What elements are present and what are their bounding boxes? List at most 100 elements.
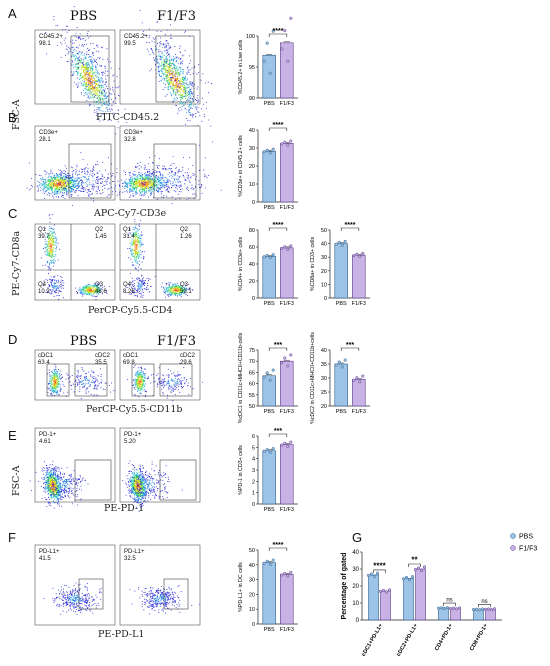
dot-G-1-0-1 bbox=[404, 575, 409, 580]
dot-D2-1-1 bbox=[355, 376, 359, 380]
flow-plot-d-2 bbox=[119, 349, 204, 402]
dot-E-1-1 bbox=[283, 441, 287, 445]
dot-G-1-0-0 bbox=[401, 577, 406, 581]
ytick-G-0: 0 bbox=[356, 618, 360, 624]
ytick-F-40: 40 bbox=[249, 563, 255, 569]
dot-G-1-1-1 bbox=[416, 566, 421, 570]
xlabel-f: PE-PD-L1 bbox=[98, 629, 145, 640]
ytick-D1-70: 70 bbox=[249, 359, 255, 365]
dot-C2-0-2 bbox=[340, 243, 344, 247]
sig-G-2: ns bbox=[446, 598, 452, 604]
dot-F-0-2 bbox=[268, 562, 272, 566]
xlabel-a: FITC-CD45.2 bbox=[96, 112, 160, 123]
ytick-D1-75: 75 bbox=[249, 348, 255, 354]
dot-G-2-1-1 bbox=[451, 606, 456, 610]
xlabel-b: APC-Cy7-CD3e bbox=[94, 208, 167, 219]
dot-A-0-3 bbox=[271, 29, 275, 33]
dot-G-1-1-2 bbox=[419, 568, 424, 573]
dot-D1-1-0 bbox=[280, 361, 284, 365]
sig-D2: *** bbox=[346, 342, 354, 349]
gate-label-f-1: PD-L1+ 41.5 bbox=[39, 549, 60, 562]
ytick-G-40: 40 bbox=[352, 550, 359, 556]
dot-C1-0-2 bbox=[268, 256, 272, 260]
flow-plot-c-1 bbox=[34, 213, 116, 301]
dot-G-0-0-3 bbox=[375, 571, 380, 575]
dot-B-1-1 bbox=[283, 140, 287, 144]
quad-q1-c-2: Q1 31.4 bbox=[123, 227, 135, 240]
ytick-C1-60: 60 bbox=[249, 245, 255, 251]
dot-E-0-1 bbox=[265, 448, 269, 452]
gate-label-d-l-1: cDC1 63.4 bbox=[38, 353, 54, 366]
dot-G-3-1-0 bbox=[483, 607, 488, 611]
dot-F-0-3 bbox=[271, 558, 275, 562]
ytick-C2-20: 20 bbox=[321, 269, 327, 275]
dot-D1-1-1 bbox=[283, 356, 287, 360]
gate-a-2 bbox=[155, 35, 195, 103]
panel-letter-b: B bbox=[8, 110, 17, 125]
dot-C1-1-0 bbox=[280, 246, 284, 250]
dot-G-0-1-0 bbox=[378, 589, 383, 593]
gate-a-1 bbox=[70, 35, 110, 103]
flow-plot-b-1 bbox=[26, 125, 133, 207]
xtick-A-0: PBS bbox=[264, 101, 275, 107]
ytick-B-40: 40 bbox=[249, 128, 255, 134]
chart-G: 0 10 20 30 40 **** cDC1+PD-L1+ ** cDC2+PD-L1+ ns C… bbox=[341, 533, 537, 658]
ytick-C2-50: 50 bbox=[321, 228, 327, 234]
sig-G-0: **** bbox=[373, 561, 386, 570]
gate-b-2 bbox=[153, 143, 197, 199]
gate-label-e-1: PD-1+ 4.61 bbox=[39, 432, 57, 445]
xtick-G-0: cDC1+PD-L1+ bbox=[361, 623, 384, 658]
dot-G-0-0-2 bbox=[372, 574, 377, 578]
flow-plot-c-2 bbox=[119, 218, 201, 301]
bar-G-0-0 bbox=[368, 574, 379, 621]
ylabel-F: %PD-L1+ in DC cells bbox=[238, 562, 244, 612]
xtick-C2-0: PBS bbox=[336, 301, 347, 307]
ytick-E-6: 6 bbox=[252, 434, 255, 440]
panel-letter-f: F bbox=[8, 530, 16, 545]
dot-B-1-3 bbox=[289, 139, 293, 143]
dot-G-1-1-0 bbox=[413, 567, 418, 572]
ytick-C1-40: 40 bbox=[249, 262, 255, 268]
dot-B-0-3 bbox=[271, 147, 275, 151]
bar-A-0 bbox=[262, 54, 276, 99]
dot-G-2-0-1 bbox=[439, 606, 444, 610]
ytick-D2-20: 20 bbox=[321, 404, 327, 410]
dot-G-0-0-0 bbox=[366, 573, 371, 577]
dot-A-1-0 bbox=[280, 47, 284, 51]
dot-E-0-2 bbox=[268, 450, 272, 454]
gate-label-f-2: PD-L1+ 32.5 bbox=[124, 549, 145, 562]
dot-D2-0-1 bbox=[337, 360, 341, 364]
dot-D1-0-1 bbox=[265, 371, 269, 375]
ytick-D2-35: 35 bbox=[321, 362, 327, 368]
xtick-E-1: F1/F3 bbox=[280, 507, 294, 513]
ytick-C2-40: 40 bbox=[321, 242, 327, 248]
xtick-A-1: F1/F3 bbox=[280, 101, 294, 107]
flow-plot-e-1 bbox=[29, 427, 116, 509]
xtick-D2-0: PBS bbox=[336, 409, 347, 415]
dot-A-0-2 bbox=[268, 71, 272, 75]
quad-q3-c-2: Q3 59.1 bbox=[180, 282, 192, 295]
ylabel-G: Percentage of gated bbox=[341, 553, 348, 620]
xtick-C1-1: F1/F3 bbox=[280, 301, 294, 307]
chart-F: 0 10 20 30 40 50 PBS F1/F3 **** %PD-L1+ in DC cel… bbox=[238, 542, 298, 633]
legend-marker-0 bbox=[510, 533, 516, 539]
ytick-E-0: 0 bbox=[252, 502, 255, 508]
dot-G-1-0-2 bbox=[407, 578, 412, 582]
dot-F-1-1 bbox=[283, 571, 287, 575]
dot-G-3-0-2 bbox=[477, 608, 482, 612]
xtick-G-2: CD4+PD-1+ bbox=[434, 623, 454, 652]
xtick-B-0: PBS bbox=[264, 205, 275, 211]
dot-G-0-1-1 bbox=[381, 588, 386, 593]
quad-q3-c-1: Q3 48.6 bbox=[95, 282, 107, 295]
xtick-D1-1: F1/F3 bbox=[280, 409, 294, 415]
title-d-pbs: PBS bbox=[70, 334, 98, 349]
ylabel-E: %PD-1 in CD3+ cells bbox=[238, 445, 244, 495]
ytick-B-0: 0 bbox=[252, 200, 255, 206]
ytick-A-95: 95 bbox=[249, 65, 255, 71]
dot-G-2-1-0 bbox=[448, 607, 453, 611]
panel-letter-e: E bbox=[8, 428, 17, 443]
sig-A: **** bbox=[273, 28, 284, 35]
dot-E-0-3 bbox=[271, 447, 275, 451]
dot-F-0-0 bbox=[262, 561, 266, 565]
chart-C1: 0 20 40 60 80 PBS F1/F3 **** %CD4+ in CD3e+ cell… bbox=[238, 222, 298, 307]
